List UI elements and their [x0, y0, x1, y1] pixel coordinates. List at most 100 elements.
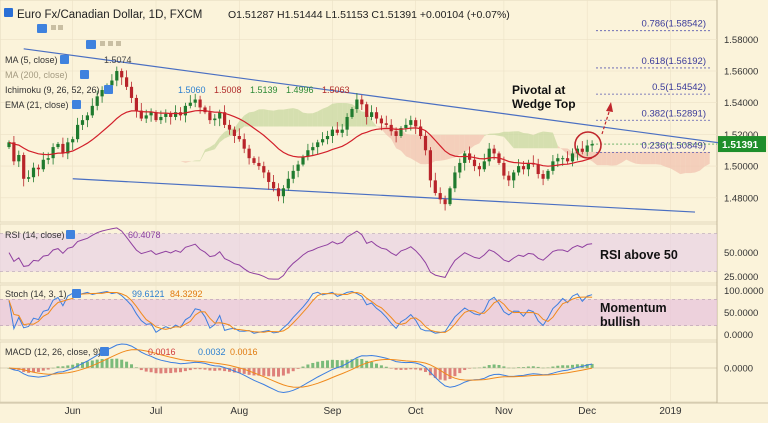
macd-histogram-bar	[502, 366, 506, 368]
candle-body	[389, 124, 393, 132]
macd-histogram-bar	[419, 368, 423, 371]
candle-body	[227, 124, 232, 130]
candle-body	[46, 158, 50, 160]
ichimoku-cloud-segment	[474, 134, 480, 146]
candle-body	[85, 115, 89, 121]
settings-icon[interactable]	[100, 41, 105, 46]
macd-histogram-bar	[424, 368, 427, 372]
settings-icon[interactable]	[51, 25, 56, 30]
candle-body	[223, 112, 227, 125]
macd-histogram-bar	[100, 358, 104, 368]
candle-body	[330, 129, 334, 136]
eye-icon[interactable]	[72, 289, 81, 298]
macd-histogram-bar	[379, 365, 383, 368]
ichimoku-cloud-segment	[205, 147, 210, 153]
ichimoku-cloud-segment	[254, 109, 259, 127]
close-icon[interactable]	[116, 41, 121, 46]
eye-icon[interactable]	[60, 55, 69, 64]
candle-body	[296, 164, 300, 171]
ichimoku-cloud-segment	[518, 131, 524, 149]
legend-ichimoku[interactable]: Ichimoku (9, 26, 52, 26)	[5, 85, 100, 95]
ichimoku-cloud-segment	[195, 160, 201, 162]
ichimoku-cloud-segment	[513, 131, 519, 149]
x-tick-label: Oct	[408, 406, 424, 417]
ichimoku-cloud-segment	[405, 133, 411, 159]
eye-icon[interactable]	[80, 70, 89, 79]
legend-macd-line: 0.0032	[198, 347, 226, 357]
ohlc-readout: O1.51287 H1.51444 L1.51153 C1.51391 +0.0…	[228, 9, 510, 21]
candle-body	[379, 118, 383, 124]
candle-body	[208, 112, 212, 121]
macd-histogram-bar	[551, 366, 555, 368]
macd-histogram-bar	[330, 359, 334, 368]
macd-histogram-bar	[267, 368, 271, 377]
legend-macd[interactable]: MACD (12, 26, close, 9)	[5, 347, 101, 357]
macd-histogram-bar	[144, 368, 148, 372]
candle-body	[340, 129, 344, 133]
legend-stoch-k: 99.6121	[132, 289, 165, 299]
macd-histogram-bar	[590, 363, 594, 368]
ichimoku-cloud-segment	[670, 151, 676, 172]
ichimoku-cloud-segment	[699, 151, 705, 171]
macd-panel[interactable]	[0, 341, 718, 403]
legend-rsi[interactable]: RSI (14, close)	[5, 230, 65, 240]
candle-body	[463, 153, 467, 163]
candle-body	[541, 174, 545, 179]
candle-body	[272, 181, 276, 189]
legend-stoch[interactable]: Stoch (14, 3, 1)	[5, 289, 67, 299]
price-tick-label: 1.50000	[724, 162, 758, 173]
candle-body	[242, 139, 246, 149]
macd-histogram-bar	[139, 368, 143, 371]
macd-histogram-bar	[291, 368, 295, 372]
close-icon[interactable]	[58, 25, 63, 30]
symbol-toggle-icon[interactable]	[4, 8, 13, 17]
legend-ma200[interactable]: MA (200, close)	[5, 70, 68, 80]
candle-body	[404, 124, 408, 129]
macd-histogram-bar	[56, 366, 60, 368]
candle-body	[321, 139, 325, 143]
macd-histogram-bar	[242, 368, 246, 374]
macd-histogram-bar	[32, 368, 35, 373]
fib-level-label: 0.618(1.56192)	[642, 56, 706, 67]
candle-body	[237, 135, 241, 140]
eye-icon[interactable]	[37, 24, 47, 33]
candle-body	[188, 102, 192, 106]
price-tick-label: 1.52000	[724, 130, 758, 141]
fib-level-label: 0.786(1.58542)	[642, 19, 706, 30]
legend-ichimoku-eye[interactable]	[86, 40, 121, 49]
ichimoku-cloud-segment	[469, 134, 475, 150]
candle-body	[12, 142, 16, 162]
ichimoku-cloud-segment	[489, 133, 495, 135]
candle-body	[198, 99, 202, 108]
price-tick-label: 1.56000	[724, 66, 758, 77]
eye-icon[interactable]	[104, 85, 113, 94]
eye-icon[interactable]	[72, 100, 81, 109]
eye-icon[interactable]	[86, 40, 96, 49]
eye-icon[interactable]	[100, 347, 109, 356]
stoch-tick-label: 100.0000	[724, 286, 764, 297]
stoch-k-line	[8, 290, 593, 334]
ema21-line	[8, 109, 593, 167]
candle-body	[17, 155, 21, 162]
macd-histogram-bar	[571, 364, 574, 368]
candle-body	[125, 77, 129, 87]
stoch-band	[0, 299, 717, 326]
ichimoku-cloud-segment	[317, 108, 323, 127]
ichimoku-cloud-segment	[601, 151, 607, 166]
ichimoku-cloud-segment	[415, 134, 421, 165]
candle-body	[561, 158, 565, 160]
candle-body	[546, 170, 550, 179]
more-icon[interactable]	[108, 41, 113, 46]
legend-ma5[interactable]: MA (5, close)	[5, 55, 58, 65]
last-price-label: 1.51391	[722, 140, 759, 151]
eye-icon[interactable]	[66, 230, 75, 239]
ichimoku-value-4: 1.4996	[286, 85, 314, 95]
ichimoku-cloud-segment	[410, 134, 416, 162]
ichimoku-cloud-segment	[621, 151, 627, 163]
macd-histogram-bar	[389, 368, 393, 369]
legend-ema21[interactable]: EMA (21, close)	[5, 100, 69, 110]
legend-ma200-eye[interactable]	[37, 24, 63, 33]
candle-body	[159, 116, 163, 121]
candle-body	[419, 126, 423, 136]
